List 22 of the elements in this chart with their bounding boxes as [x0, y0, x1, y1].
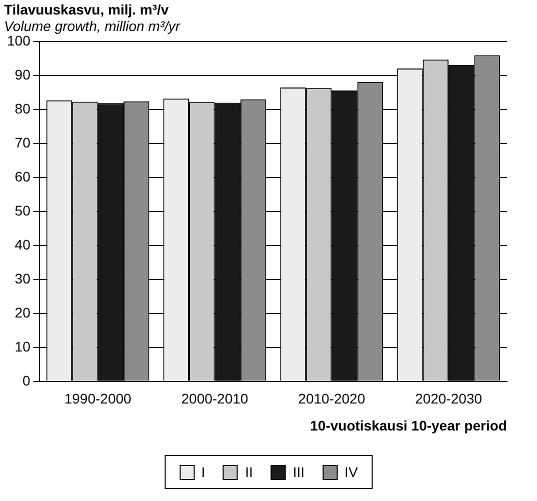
x-axis-title: 10-vuotiskausi 10-year period — [310, 417, 507, 434]
x-tick-label: 2010-2020 — [298, 390, 366, 407]
y-tick-label: 80 — [14, 100, 31, 116]
y-tick-label: 40 — [14, 236, 31, 252]
x-tick-label: 1990-2000 — [64, 390, 132, 407]
legend-label: III — [292, 464, 305, 480]
y-tick-label: 30 — [14, 270, 31, 286]
x-tick-label: 2020-2030 — [415, 390, 482, 407]
x-tick-label: 2000-2010 — [181, 390, 248, 407]
y-tick-label: 20 — [14, 304, 31, 320]
legend-label: II — [245, 464, 253, 480]
legend-label: I — [201, 464, 206, 480]
y-tick-label: 90 — [14, 66, 31, 82]
chart-subtitle: Volume growth, million m³/yr — [4, 18, 182, 34]
y-tick-label: 60 — [14, 168, 31, 184]
chart-title: Tilavuuskasvu, milj. m³/v — [4, 1, 169, 18]
y-tick-label: 70 — [14, 134, 31, 150]
y-tick-label: 50 — [14, 202, 31, 218]
y-tick-label: 10 — [14, 338, 31, 354]
y-tick-label: 100 — [7, 32, 31, 48]
legend-label: IV — [344, 464, 358, 480]
y-tick-label: 0 — [22, 372, 31, 388]
